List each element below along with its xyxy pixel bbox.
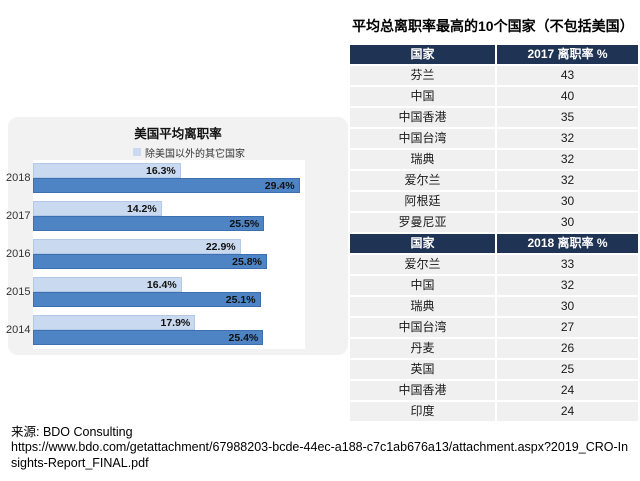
rate-cell: 33 [560, 257, 575, 271]
country-cell: 芬兰 [350, 66, 497, 85]
bar: 22.9% [33, 239, 241, 254]
table-row: 中国 40 [350, 87, 638, 108]
bar: 25.8% [33, 254, 267, 269]
bar: 25.4% [33, 330, 264, 345]
bar-group: 2015 16.4% 25.1% [6, 277, 305, 307]
bar-group: 2014 17.9% 25.4% [6, 315, 305, 345]
country-cell: 中国台湾 [350, 129, 497, 148]
table-header-cell: 国家 [350, 45, 497, 64]
rate-cell: 43 [560, 68, 575, 82]
table-row: 中国香港 35 [350, 108, 638, 129]
table-header-cell: 国家 [350, 234, 497, 253]
table-row: 中国台湾 27 [350, 318, 638, 339]
rate-cell: 30 [560, 215, 575, 229]
bar-group: 2018 16.3% 29.4% [6, 163, 305, 193]
bar-value-label: 25.8% [232, 256, 262, 268]
rate-cell: 24 [560, 383, 575, 397]
country-cell: 爱尔兰 [350, 171, 497, 190]
us-turnover-chart-card: 美国平均离职率 除美国以外的其它国家美国 201816.3%29.4%20171… [6, 117, 348, 355]
bar-group: 2016 22.9% 25.8% [6, 239, 305, 269]
rate-cell: 32 [560, 173, 575, 187]
bar: 29.4% [33, 178, 300, 193]
table-row: 罗曼尼亚 30 [350, 213, 638, 234]
country-cell: 中国香港 [350, 381, 497, 400]
rate-cell: 30 [560, 194, 575, 208]
legend-item: 除美国以外的其它国家 [133, 145, 348, 160]
table-row: 芬兰 43 [350, 66, 638, 87]
country-cell: 中国 [350, 87, 497, 106]
table-row: 英国 25 [350, 360, 638, 381]
year-tick-label: 2017 [6, 210, 31, 222]
country-cell: 阿根廷 [350, 192, 497, 211]
ranking-table-title: 平均总离职率最高的10个国家（不包括美国） [352, 18, 634, 34]
bar-value-label: 16.4% [146, 279, 177, 291]
rate-cell: 25 [560, 362, 575, 376]
bar-value-label: 17.9% [160, 317, 191, 329]
table-row: 瑞典 30 [350, 297, 638, 318]
bar-value-label: 22.9% [205, 241, 236, 253]
legend-label: 除美国以外的其它国家 [145, 148, 245, 160]
source-footer: 来源: BDO Consulting https://www.bdo.com/g… [11, 425, 633, 471]
table-row: 中国 32 [350, 276, 638, 297]
bar: 14.2% [33, 201, 162, 216]
table-row: 中国台湾 32 [350, 129, 638, 150]
table-header-row: 国家 2017 离职率 % [350, 45, 638, 66]
bar: 25.1% [33, 292, 261, 307]
table-row: 丹麦 26 [350, 339, 638, 360]
bar-plot: 2018 16.3% 29.4% 2017 14.2% 25.5% 2016 22.9% 25.… [6, 160, 305, 349]
year-tick-label: 2016 [6, 248, 31, 260]
ranking-table: 国家 2017 离职率 % 芬兰 43 中国 40 中国香港 35 中国台湾 32 瑞典 32 爱尔兰 3… [350, 45, 638, 423]
rate-cell: 32 [560, 131, 575, 145]
rate-cell: 40 [560, 89, 575, 103]
table-row: 爱尔兰 32 [350, 171, 638, 192]
table-row: 爱尔兰 33 [350, 255, 638, 276]
year-tick-label: 2015 [6, 286, 31, 298]
rate-cell: 32 [560, 278, 575, 292]
bar-value-label: 25.4% [228, 332, 259, 344]
country-cell: 瑞典 [350, 297, 497, 316]
bar-value-label: 25.1% [225, 294, 256, 306]
table-row: 印度 24 [350, 402, 638, 423]
rate-cell: 30 [560, 299, 575, 313]
bar: 16.4% [33, 277, 182, 292]
rate-cell: 24 [560, 404, 575, 418]
country-cell: 丹麦 [350, 339, 497, 358]
country-cell: 中国 [350, 276, 497, 295]
chart-title: 美国平均离职率 [134, 127, 222, 141]
source-label: 来源: BDO Consulting [11, 425, 133, 439]
country-cell: 印度 [350, 402, 497, 421]
country-cell: 中国台湾 [350, 318, 497, 337]
year-tick-label: 2014 [6, 324, 31, 336]
legend-swatch-icon [133, 148, 141, 156]
table-header-cell: 2017 离职率 % [527, 47, 608, 61]
country-cell: 中国香港 [350, 108, 497, 127]
table-row: 阿根廷 30 [350, 192, 638, 213]
bar-value-label: 14.2% [126, 203, 157, 215]
year-tick-label: 2018 [6, 172, 31, 184]
bar-value-label: 16.3% [146, 165, 176, 177]
rate-cell: 26 [560, 341, 575, 355]
table-header-cell: 2018 离职率 % [527, 236, 608, 250]
country-cell: 瑞典 [350, 150, 497, 169]
table-header-row: 国家 2018 离职率 % [350, 234, 638, 255]
country-cell: 英国 [350, 360, 497, 379]
bar-value-label: 25.5% [229, 218, 260, 230]
bar: 25.5% [33, 216, 265, 231]
table-row: 中国香港 24 [350, 381, 638, 402]
rate-cell: 35 [560, 110, 575, 124]
table-row: 瑞典 32 [350, 150, 638, 171]
rate-cell: 32 [560, 152, 575, 166]
bar-group: 2017 14.2% 25.5% [6, 201, 305, 231]
country-cell: 罗曼尼亚 [350, 213, 497, 232]
rate-cell: 27 [560, 320, 575, 334]
source-url: https://www.bdo.com/getattachment/679882… [11, 440, 629, 470]
bar: 17.9% [33, 315, 196, 330]
bar-value-label: 29.4% [264, 180, 295, 192]
bar: 16.3% [33, 163, 181, 178]
country-cell: 爱尔兰 [350, 255, 497, 274]
